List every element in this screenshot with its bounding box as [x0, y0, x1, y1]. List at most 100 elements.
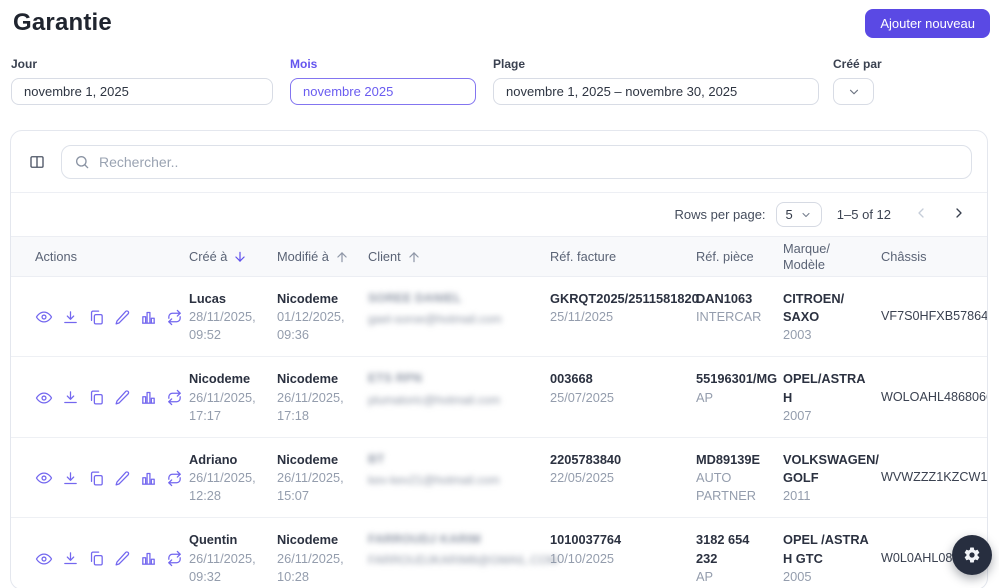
- modified-time: 17:18: [277, 407, 310, 423]
- invoice-cell: GKRQT2025/2511581820 25/11/2025: [550, 290, 699, 344]
- client-cell: SOREE DANIEL gael-soroe@hotmail.com: [368, 290, 550, 344]
- search-icon: [74, 154, 90, 170]
- column-header-invoice[interactable]: Réf. facture: [550, 248, 617, 264]
- part-supplier: AP: [696, 568, 714, 584]
- copy-icon[interactable]: [88, 309, 105, 326]
- filter-day: Jour novembre 1, 2025: [11, 57, 273, 105]
- modified-date: 26/11/2025,: [277, 389, 344, 405]
- client-email: plumatoric@hotmail.com: [368, 392, 501, 407]
- filter-bar: Jour novembre 1, 2025 Mois novembre 2025…: [0, 57, 999, 105]
- next-page-button[interactable]: [947, 201, 971, 228]
- client-name: FARROUDJ KARIM: [368, 532, 481, 547]
- chart-icon[interactable]: [140, 550, 157, 567]
- add-new-button[interactable]: Ajouter nouveau: [865, 9, 990, 38]
- top-bar: Garantie Ajouter nouveau: [0, 0, 999, 38]
- part-ref: MD89139E: [696, 451, 761, 467]
- chevron-right-icon: [951, 205, 967, 221]
- filter-range-input[interactable]: novembre 1, 2025 – novembre 30, 2025: [493, 78, 819, 105]
- table-row[interactable]: Lucas 28/11/2025, 09:52 Nicodeme 01/12/2…: [11, 277, 987, 358]
- row-actions: [11, 370, 189, 424]
- settings-fab-button[interactable]: [952, 535, 992, 575]
- repeat-icon[interactable]: [166, 309, 183, 326]
- modified-at-cell: Nicodeme 26/11/2025, 15:07: [277, 451, 368, 505]
- row-actions: [11, 290, 189, 344]
- row-actions: [11, 531, 189, 585]
- repeat-icon[interactable]: [166, 470, 183, 487]
- filter-created-by-select[interactable]: [833, 78, 874, 105]
- sort-ascending-icon: [335, 250, 349, 264]
- chevron-left-icon: [913, 205, 929, 221]
- chart-icon[interactable]: [140, 470, 157, 487]
- search-box[interactable]: [61, 145, 972, 179]
- vehicle-year: 2003: [783, 327, 812, 343]
- chassis-cell: VF7S0HFXB5786495: [881, 309, 987, 324]
- view-icon[interactable]: [35, 550, 53, 568]
- table-row[interactable]: Adriano 26/11/2025, 12:28 Nicodeme 26/11…: [11, 438, 987, 519]
- download-icon[interactable]: [62, 470, 79, 487]
- rows-per-page-label: Rows per page:: [674, 207, 766, 222]
- view-icon[interactable]: [35, 389, 53, 407]
- edit-pencil-icon[interactable]: [114, 550, 131, 567]
- rows-per-page-select[interactable]: 5: [775, 202, 822, 227]
- created-by-name: Quentin: [189, 532, 238, 548]
- copy-icon[interactable]: [88, 470, 105, 487]
- filter-day-label: Jour: [11, 57, 38, 71]
- invoice-cell: 003668 25/07/2025: [550, 370, 696, 424]
- part-ref: 3182 654 232: [696, 532, 750, 566]
- gear-icon: [963, 546, 981, 564]
- repeat-icon[interactable]: [166, 550, 183, 567]
- table-row[interactable]: Nicodeme 26/11/2025, 17:17 Nicodeme 26/1…: [11, 357, 987, 438]
- created-date: 26/11/2025,: [189, 389, 256, 405]
- modified-by-name: Nicodeme: [277, 371, 339, 387]
- pagination-range: 1–5 of 12: [836, 207, 891, 222]
- column-header-modified[interactable]: Modifié à: [277, 249, 368, 264]
- search-input[interactable]: [99, 154, 959, 170]
- chart-icon[interactable]: [140, 309, 157, 326]
- copy-icon[interactable]: [88, 550, 105, 567]
- vehicle-year: 2005: [783, 568, 812, 584]
- column-header-created[interactable]: Créé à: [189, 249, 277, 264]
- download-icon[interactable]: [62, 389, 79, 406]
- chevron-down-icon: [847, 85, 861, 99]
- view-icon[interactable]: [35, 308, 53, 326]
- download-icon[interactable]: [62, 550, 79, 567]
- client-name: BT: [368, 451, 385, 466]
- view-icon[interactable]: [35, 469, 53, 487]
- warranty-table-card: Rows per page: 5 1–5 of 12 Actions Créé …: [10, 130, 988, 588]
- chassis-cell: WVWZZZ1KZCW1414: [881, 470, 987, 485]
- edit-pencil-icon[interactable]: [114, 389, 131, 406]
- invoice-ref: 003668: [550, 371, 593, 387]
- copy-icon[interactable]: [88, 389, 105, 406]
- filter-month-label: Mois: [290, 57, 318, 71]
- edit-pencil-icon[interactable]: [114, 309, 131, 326]
- edit-pencil-icon[interactable]: [114, 470, 131, 487]
- columns-view-icon[interactable]: [28, 153, 46, 171]
- vehicle-year: 2011: [783, 488, 811, 504]
- part-cell: 55196301/MG AP: [696, 370, 783, 424]
- created-time: 09:32: [189, 568, 222, 584]
- download-icon[interactable]: [62, 309, 79, 326]
- created-by-name: Lucas: [189, 291, 226, 306]
- chassis-cell: WOLOAHL48680663: [881, 389, 987, 404]
- filter-month-input[interactable]: novembre 2025: [290, 78, 476, 105]
- previous-page-button[interactable]: [909, 201, 933, 228]
- created-date: 26/11/2025,: [189, 470, 256, 486]
- column-header-part[interactable]: Réf. pièce: [696, 248, 754, 264]
- created-date: 26/11/2025,: [189, 550, 256, 566]
- filter-day-input[interactable]: novembre 1, 2025: [11, 78, 273, 105]
- table-row[interactable]: Quentin 26/11/2025, 09:32 Nicodeme 26/11…: [11, 518, 987, 588]
- table-toolbar: [11, 131, 987, 192]
- part-supplier: AUTO PARTNER: [696, 470, 756, 504]
- part-cell: DAN1063 INTERCAR: [696, 290, 783, 344]
- column-header-client[interactable]: Client: [368, 249, 550, 264]
- pagination-bar: Rows per page: 5 1–5 of 12: [11, 193, 987, 236]
- column-header-make-model[interactable]: Marque/ Modèle: [783, 241, 830, 272]
- modified-by-name: Nicodeme: [277, 451, 339, 467]
- chart-icon[interactable]: [140, 389, 157, 406]
- filter-created-by-label: Créé par: [833, 57, 882, 71]
- modified-date: 26/11/2025,: [277, 550, 344, 566]
- column-header-chassis[interactable]: Châssis: [881, 248, 927, 264]
- client-email: FARROUDJKARIM8@GMAIL.COM: [368, 553, 559, 568]
- repeat-icon[interactable]: [166, 389, 183, 406]
- part-supplier: INTERCAR: [696, 309, 762, 325]
